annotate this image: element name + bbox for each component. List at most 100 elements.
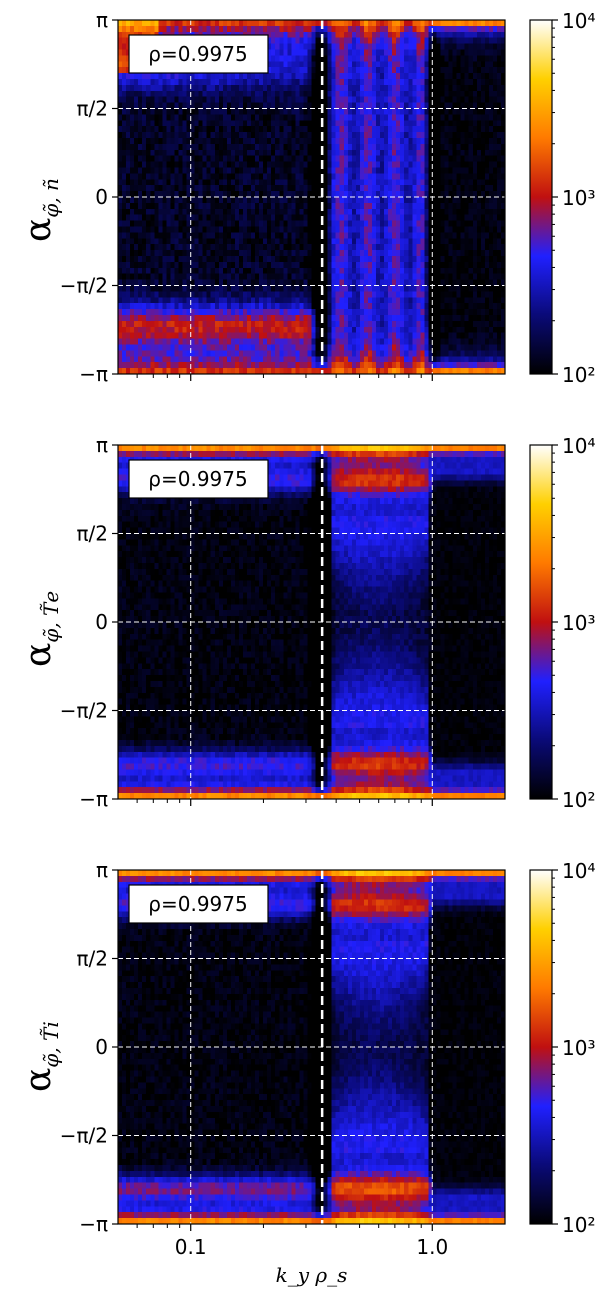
heatmap-cell — [198, 232, 204, 239]
heatmap-cell — [388, 208, 393, 216]
heatmap-cell — [307, 202, 313, 210]
heatmap-cell — [230, 102, 236, 110]
heatmap-cell — [263, 238, 268, 245]
heatmap-cell — [351, 273, 357, 281]
heatmap-cell — [416, 232, 421, 239]
heatmap-cell — [126, 31, 131, 39]
heatmap-cell — [303, 297, 309, 304]
heatmap-cell — [412, 256, 417, 263]
heatmap-cell — [150, 261, 155, 269]
heatmap-cell — [339, 84, 345, 92]
heatmap-cell — [222, 250, 228, 257]
heatmap-cell — [162, 303, 167, 310]
heatmap-cell — [242, 214, 248, 222]
heatmap-cell — [271, 297, 276, 304]
heatmap-cell — [238, 202, 244, 210]
heatmap-cell — [319, 238, 325, 245]
heatmap-cell — [404, 55, 409, 62]
heatmap-cell — [355, 138, 361, 145]
heatmap-cell — [194, 309, 200, 316]
heatmap-cell — [210, 179, 216, 186]
heatmap-cell — [331, 96, 337, 104]
heatmap-cell — [440, 185, 446, 192]
heatmap-cell — [444, 79, 450, 86]
heatmap-cell — [222, 238, 228, 245]
heatmap-cell — [146, 226, 151, 233]
heatmap-cell — [291, 185, 296, 192]
heatmap-cell — [388, 73, 393, 80]
heatmap-cell — [295, 202, 301, 210]
heatmap-cell — [279, 25, 284, 33]
heatmap-cell — [420, 108, 425, 115]
heatmap-cell — [307, 67, 313, 74]
heatmap-cell — [122, 291, 127, 298]
heatmap-cell — [432, 102, 438, 110]
heatmap-cell — [420, 138, 425, 145]
heatmap-cell — [214, 114, 220, 121]
heatmap-cell — [130, 344, 135, 351]
heatmap-cell — [343, 102, 349, 110]
heatmap-cell — [166, 356, 172, 363]
heatmap-cell — [279, 297, 284, 304]
heatmap-cell — [424, 315, 430, 322]
heatmap-cell — [380, 31, 385, 39]
heatmap-cell — [174, 179, 180, 186]
heatmap-cell — [198, 362, 204, 369]
heatmap-cell — [347, 232, 353, 239]
heatmap-cell — [343, 273, 349, 281]
heatmap-cell — [194, 256, 200, 263]
heatmap-cell — [388, 96, 393, 104]
heatmap-cell — [331, 167, 337, 174]
heatmap-cell — [251, 185, 256, 192]
heatmap-cell — [190, 244, 196, 251]
heatmap-cell — [359, 332, 365, 340]
heatmap-cell — [436, 320, 442, 328]
heatmap-cell — [178, 173, 184, 180]
heatmap-cell — [363, 126, 369, 133]
heatmap-cell — [234, 220, 240, 228]
heatmap-cell — [170, 261, 176, 269]
heatmap-cell — [263, 191, 268, 198]
heatmap-cell — [388, 362, 393, 369]
heatmap-cell — [384, 326, 389, 334]
heatmap-cell — [230, 173, 236, 180]
heatmap-cell — [247, 102, 252, 110]
heatmap-cell — [448, 37, 454, 45]
heatmap-cell — [412, 79, 417, 86]
heatmap-cell — [307, 368, 313, 375]
heatmap-cell — [355, 155, 361, 163]
heatmap-cell — [122, 267, 127, 275]
heatmap-cell — [166, 149, 172, 157]
heatmap-cell — [291, 208, 296, 216]
heatmap-cell — [327, 350, 333, 357]
heatmap-cell — [388, 149, 393, 157]
heatmap-cell — [130, 261, 135, 269]
heatmap-cell — [343, 90, 349, 98]
heatmap-cell — [347, 261, 353, 269]
heatmap-cell — [412, 185, 417, 192]
heatmap-cell — [178, 368, 184, 375]
heatmap-cell — [412, 285, 417, 292]
heatmap-cell — [267, 214, 272, 222]
heatmap-cell — [299, 126, 305, 133]
heatmap-cell — [234, 267, 240, 275]
heatmap-cell — [299, 362, 305, 369]
heatmap-cell — [295, 291, 301, 298]
heatmap-cell — [432, 315, 438, 322]
heatmap-cell — [198, 167, 204, 174]
heatmap-cell — [291, 256, 296, 263]
heatmap-cell — [222, 350, 228, 357]
heatmap-cell — [291, 356, 296, 363]
heatmap-cell — [218, 96, 224, 104]
heatmap-cell — [134, 84, 139, 92]
heatmap-cell — [194, 285, 200, 292]
heatmap-cell — [384, 315, 389, 322]
heatmap-cell — [295, 173, 301, 180]
heatmap-cell — [315, 132, 321, 139]
heatmap-cell — [255, 202, 260, 210]
heatmap-cell — [226, 126, 232, 133]
heatmap-cell — [174, 161, 180, 169]
heatmap-cell — [275, 303, 280, 310]
heatmap-cell — [392, 96, 397, 104]
